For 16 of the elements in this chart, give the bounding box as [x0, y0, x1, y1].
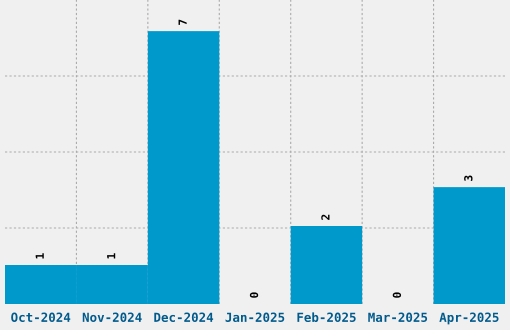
x-tick-label: Jan-2025 [226, 312, 284, 322]
x-tick-label: Oct-2024 [11, 312, 70, 322]
data-label: 1 [107, 253, 116, 258]
data-label: 1 [36, 253, 44, 258]
x-tick-label: Mar-2025 [368, 312, 428, 322]
data-label: 7 [178, 20, 187, 25]
bar [290, 226, 362, 304]
x-tick-label: Nov-2024 [82, 312, 142, 322]
x-tick-label: Feb-2025 [297, 312, 356, 322]
data-label: 0 [392, 292, 402, 298]
data-label: 2 [321, 214, 330, 220]
x-tick-label: Dec-2024 [154, 312, 214, 322]
x-tick-label: Apr-2025 [439, 312, 499, 324]
data-label: 3 [464, 176, 473, 181]
data-label: 0 [250, 292, 258, 298]
bar [434, 187, 505, 304]
